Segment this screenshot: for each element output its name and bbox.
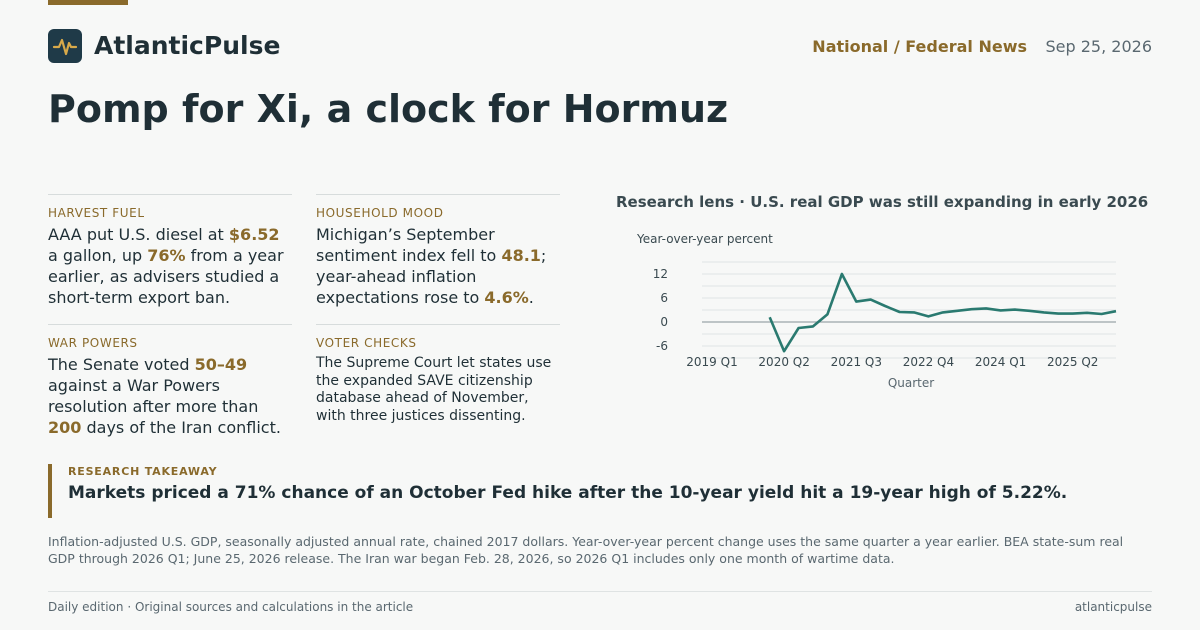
- footer-divider: [48, 591, 1152, 592]
- card-household-mood: HOUSEHOLD MOOD Michigan’s September sent…: [316, 194, 560, 307]
- text-part: from a year earlier, as advisers studied…: [48, 246, 284, 307]
- text-part: days of the Iran conflict.: [81, 418, 281, 437]
- highlight-value: 76%: [147, 246, 186, 265]
- text-part: Michigan’s September sentiment index fel…: [316, 225, 502, 265]
- x-axis-label: Quarter: [888, 376, 934, 390]
- source-note: Inflation-adjusted U.S. GDP, seasonally …: [48, 534, 1124, 566]
- chart-grid: [702, 261, 1116, 359]
- series-line: [768, 272, 1117, 353]
- y-tick-label: 12: [653, 267, 668, 281]
- chart-y-ticks: 12 6 0 -6: [653, 267, 668, 353]
- text-part: The Senate voted: [48, 355, 195, 374]
- y-tick-label: 6: [660, 291, 668, 305]
- highlight-value: 200: [48, 418, 82, 437]
- y-tick-label: 0: [660, 315, 668, 329]
- text-part: ; year-ahead inflation expectations rose…: [316, 246, 547, 307]
- section-link[interactable]: National / Federal News: [812, 37, 1027, 56]
- card-label: VOTER CHECKS: [316, 336, 417, 350]
- chart-x-ticks: 2019 Q1 2020 Q2 2021 Q3 2022 Q4 2024 Q1 2025 …: [686, 355, 1098, 369]
- highlight-value: $6.52: [228, 225, 280, 244]
- publish-date: Sep 25, 2026: [1045, 37, 1153, 56]
- x-tick-label: 2021 Q3: [831, 355, 882, 369]
- card-war-powers: WAR POWERS The Senate voted 50–49 agains…: [48, 324, 292, 437]
- text-part: AAA put U.S. diesel at: [48, 225, 229, 244]
- text-part: a gallon, up: [48, 246, 148, 265]
- x-tick-label: 2025 Q2: [1047, 355, 1098, 369]
- x-tick-label: 2022 Q4: [903, 355, 954, 369]
- footer-edition: Daily edition · Original sources and cal…: [48, 600, 414, 614]
- footer-site[interactable]: atlanticpulse: [1074, 600, 1152, 614]
- text-part: .: [528, 288, 534, 307]
- text-part: against a War Powers resolution after mo…: [48, 376, 259, 416]
- highlight-value: 4.6%: [484, 288, 529, 307]
- x-tick-label: 2019 Q1: [686, 355, 737, 369]
- brand-logo[interactable]: [48, 29, 82, 63]
- pulse-icon: [52, 38, 78, 56]
- y-tick-label: -6: [656, 339, 668, 353]
- card-text: The Senate voted 50–49 against a War Pow…: [48, 354, 294, 438]
- page-title: Pomp for Xi, a clock for Hormuz: [48, 87, 729, 131]
- y-axis-label: Year-over-year percent: [636, 232, 773, 246]
- card-label: HARVEST FUEL: [48, 206, 145, 220]
- card-harvest-fuel: HARVEST FUEL AAA put U.S. diesel at $6.5…: [48, 194, 292, 307]
- highlight-value: 50–49: [194, 355, 248, 374]
- card-text: The Supreme Court let states use the exp…: [316, 355, 552, 424]
- top-accent-bar: [48, 0, 128, 5]
- brand-name[interactable]: AtlanticPulse: [94, 31, 281, 60]
- highlight-value: 48.1: [501, 246, 541, 265]
- takeaway-label: RESEARCH TAKEAWAY: [68, 465, 218, 478]
- x-tick-label: 2024 Q1: [975, 355, 1026, 369]
- gdp-line-chart: 12 6 0 -6 2019 Q1 2020 Q2 2021 Q3 2022 Q4 2024 …: [636, 232, 1117, 390]
- card-label: HOUSEHOLD MOOD: [316, 206, 444, 220]
- card-text: AAA put U.S. diesel at $6.52 a gallon, u…: [48, 224, 294, 308]
- card-label: WAR POWERS: [48, 336, 138, 350]
- research-takeaway: RESEARCH TAKEAWAY Markets priced a 71% c…: [48, 464, 1156, 518]
- takeaway-text: Markets priced a 71% chance of an Octobe…: [68, 483, 1068, 503]
- x-tick-label: 2020 Q2: [758, 355, 809, 369]
- card-voter-checks: VOTER CHECKS The Supreme Court let state…: [316, 324, 560, 424]
- card-text: Michigan’s September sentiment index fel…: [316, 224, 562, 308]
- chart-title: Research lens · U.S. real GDP was still …: [616, 193, 1149, 211]
